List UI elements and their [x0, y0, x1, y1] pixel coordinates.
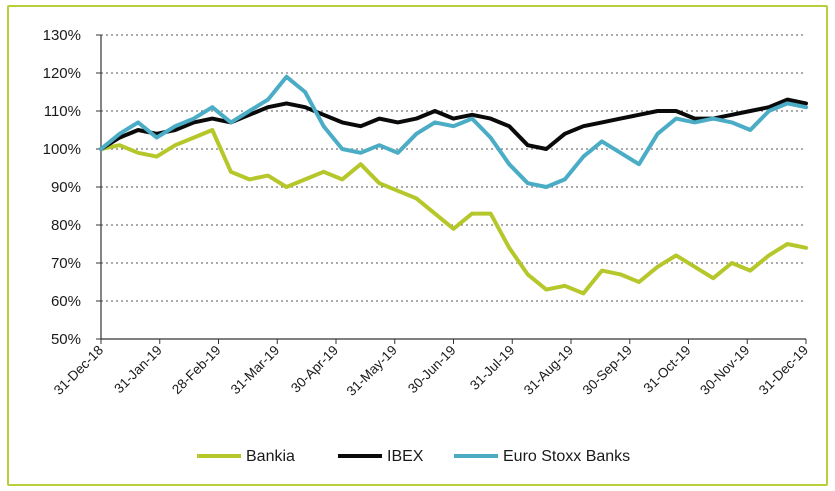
x-tick-label: 30-Jun-19 [405, 343, 459, 397]
series-line-bankia [99, 128, 808, 296]
legend-label: Bankia [246, 448, 295, 465]
x-tick-label: 31-Dec-19 [756, 343, 811, 398]
x-tick-label: 30-Sep-19 [580, 343, 635, 398]
y-tick-label: 50% [51, 331, 81, 348]
legend: Bankia IBEX Euro Stoxx Banks [197, 448, 630, 465]
y-tick-label: 120% [43, 65, 81, 82]
series-line-ibex [99, 97, 808, 151]
x-tick-label: 28-Feb-19 [169, 343, 224, 398]
y-tick-label: 90% [51, 179, 81, 196]
y-tick-label: 60% [51, 293, 81, 310]
y-tick-label: 80% [51, 217, 81, 234]
x-tick-label: 31-Dec-18 [51, 343, 106, 398]
gridlines [101, 34, 806, 302]
x-tick-label: 31-May-19 [344, 343, 400, 399]
x-axis: 31-Dec-18 31-Jan-19 28-Feb-19 31-Mar-19 30-A… [51, 338, 811, 399]
series-lines [99, 74, 808, 296]
chart-frame [7, 5, 828, 486]
x-tick-label: 31-Jan-19 [111, 343, 165, 397]
x-tick-label: 31-Mar-19 [228, 343, 283, 398]
x-tick-label: 30-Nov-19 [697, 343, 752, 398]
y-tick-label: 130% [43, 27, 81, 44]
x-tick-label: 31-Aug-19 [521, 343, 576, 398]
y-axis: 50% 60% 70% 80% 90% 100% 110% 120% 130% [43, 27, 102, 348]
x-tick-label: 31-Oct-19 [641, 343, 694, 396]
legend-label: Euro Stoxx Banks [503, 448, 630, 465]
series-line-euro-stoxx-banks [99, 74, 808, 189]
x-tick-label: 31-Jul-19 [467, 343, 517, 393]
y-tick-label: 100% [43, 141, 81, 158]
y-tick-label: 70% [51, 255, 81, 272]
legend-label: IBEX [387, 448, 424, 465]
y-tick-label: 110% [44, 103, 81, 120]
x-tick-label: 30-Apr-19 [288, 343, 341, 396]
